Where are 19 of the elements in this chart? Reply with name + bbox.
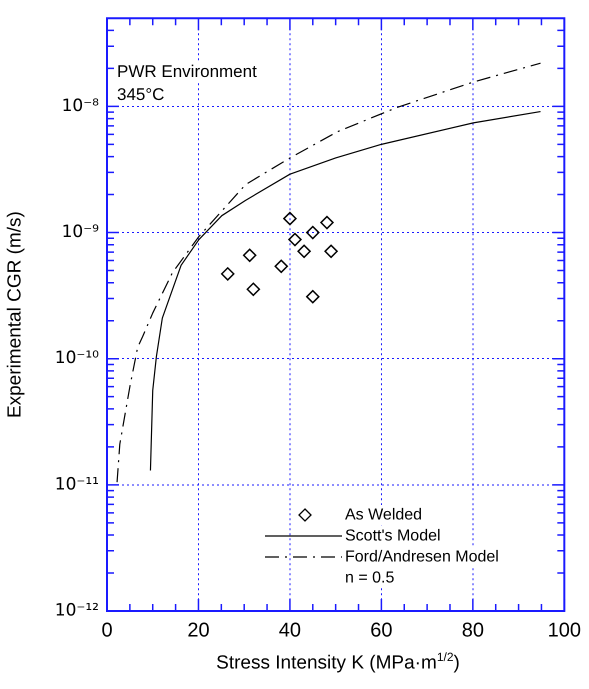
- y-tick-label: 10⁻⁹: [62, 222, 100, 242]
- legend-label: As Welded: [345, 506, 422, 524]
- legend-label: Ford/Andresen Model: [345, 548, 499, 566]
- annotation: 345°C: [117, 84, 164, 104]
- y-tick-label: 10⁻¹¹: [54, 474, 99, 494]
- x-tick-label: 60: [370, 620, 393, 642]
- y-tick-label: 10⁻⁸: [62, 96, 100, 116]
- y-axis-title: Experimental CGR (m/s): [4, 211, 26, 418]
- x-tick-label: 0: [101, 620, 113, 642]
- x-axis-title: Stress Intensity K (MPa·m$^{1/2}$): [215, 650, 461, 674]
- annotation: n = 0.5: [345, 569, 394, 586]
- x-tick-label: 100: [548, 620, 582, 642]
- x-tick-label: 40: [278, 620, 302, 642]
- y-tick-label: 10⁻¹⁰: [54, 348, 100, 368]
- annotation: PWR Environment: [117, 62, 258, 81]
- legend-label: Scott's Model: [345, 527, 441, 544]
- x-tick-label: 20: [187, 620, 210, 642]
- y-tick-label: 10⁻¹²: [54, 600, 99, 620]
- x-tick-label: 80: [462, 620, 484, 642]
